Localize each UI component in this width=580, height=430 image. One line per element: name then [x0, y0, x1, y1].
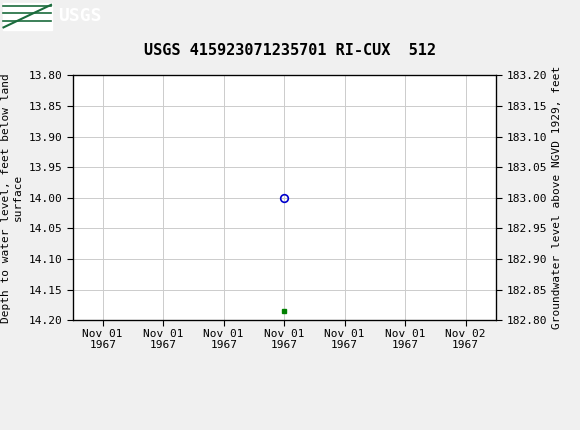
- Y-axis label: Depth to water level, feet below land
surface: Depth to water level, feet below land su…: [1, 73, 23, 322]
- Y-axis label: Groundwater level above NGVD 1929, feet: Groundwater level above NGVD 1929, feet: [552, 66, 563, 329]
- Text: USGS: USGS: [58, 7, 102, 25]
- Bar: [3, 3, 52, 30]
- Text: USGS 415923071235701 RI-CUX  512: USGS 415923071235701 RI-CUX 512: [144, 43, 436, 58]
- Text: ≡: ≡: [3, 6, 16, 26]
